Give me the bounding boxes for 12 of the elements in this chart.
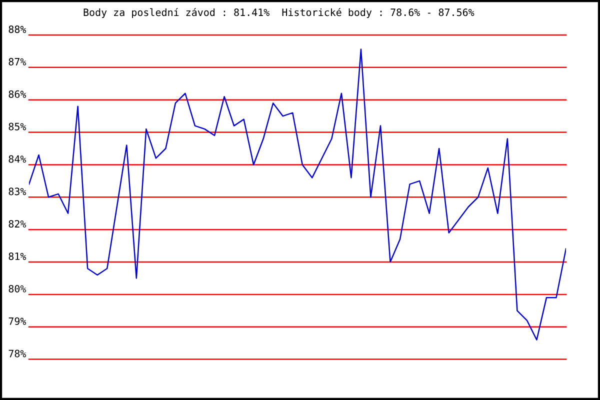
y-tick-label: 85% xyxy=(8,122,26,130)
y-tick-label: 82% xyxy=(8,220,26,228)
y-tick-label: 87% xyxy=(8,58,26,66)
y-tick-label: 79% xyxy=(8,317,26,325)
y-tick-label: 80% xyxy=(8,284,26,293)
y-tick-label: 84% xyxy=(8,155,26,163)
y-tick-label: 81% xyxy=(8,252,26,260)
y-tick-label: 83% xyxy=(8,188,26,196)
chart-title: Body za poslední závod : 81.41% Historické body : 78.6% - 87.56% xyxy=(84,8,474,18)
y-tick-label: 86% xyxy=(8,90,26,98)
y-tick-label: 78% xyxy=(8,350,26,358)
y-tick-label: 88% xyxy=(8,26,26,34)
